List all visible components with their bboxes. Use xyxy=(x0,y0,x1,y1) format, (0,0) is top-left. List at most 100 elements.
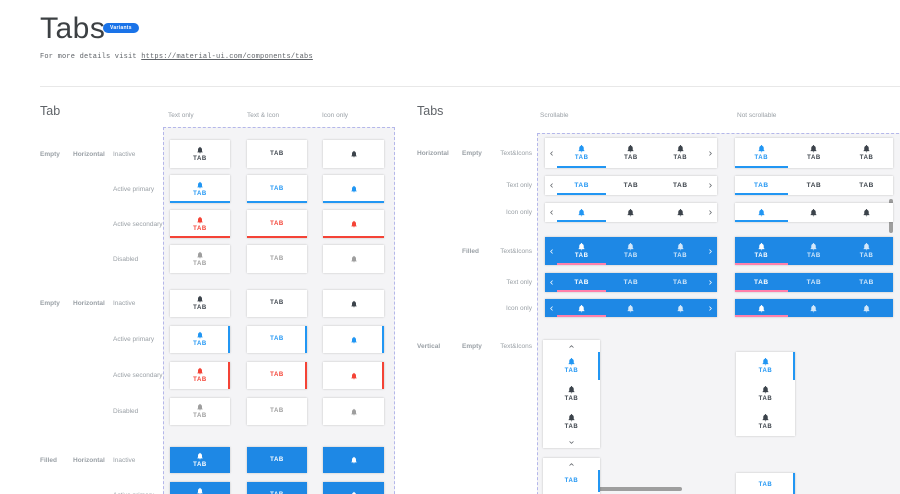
tab[interactable]: TAB xyxy=(170,482,230,494)
tab[interactable] xyxy=(323,362,384,389)
tab[interactable] xyxy=(323,140,384,168)
tab[interactable]: TAB xyxy=(247,245,307,273)
chevron-left-icon xyxy=(548,279,555,286)
horizontal-scrollbar-thumb[interactable] xyxy=(580,487,682,491)
scroll-up-button[interactable] xyxy=(543,340,600,352)
tab[interactable]: TAB xyxy=(170,362,230,389)
docs-link[interactable]: https://material-ui.com/components/tabs xyxy=(141,53,313,61)
scroll-right-button[interactable] xyxy=(705,203,717,222)
tab-label: TAB xyxy=(270,220,284,227)
tab[interactable]: TAB xyxy=(656,176,705,195)
tab[interactable]: TAB xyxy=(840,176,893,195)
bell-icon xyxy=(676,208,685,217)
tab[interactable]: TAB xyxy=(247,398,307,425)
tab[interactable]: TAB xyxy=(736,473,795,494)
tab[interactable] xyxy=(323,326,384,353)
tab[interactable]: TAB xyxy=(557,237,606,265)
bell-icon xyxy=(350,255,358,263)
tab[interactable]: TAB xyxy=(557,273,606,292)
tab[interactable]: TAB xyxy=(606,138,655,168)
tab[interactable] xyxy=(323,482,384,494)
tab[interactable]: TAB xyxy=(788,273,841,292)
scroll-right-button[interactable] xyxy=(705,176,717,195)
tab[interactable]: TAB xyxy=(170,175,230,203)
tab[interactable]: TAB xyxy=(170,140,230,168)
tab[interactable]: TAB xyxy=(735,176,788,195)
tab[interactable]: TAB xyxy=(170,210,230,238)
tab[interactable]: TAB xyxy=(606,176,655,195)
scroll-left-button[interactable] xyxy=(545,237,557,265)
tab-label: TAB xyxy=(806,279,822,286)
tab[interactable] xyxy=(323,447,384,473)
tab[interactable]: TAB xyxy=(170,398,230,425)
tab[interactable]: TAB xyxy=(656,273,705,292)
tab[interactable] xyxy=(323,245,384,273)
tab[interactable]: TAB xyxy=(247,326,307,353)
tab[interactable]: TAB xyxy=(735,237,788,265)
tab[interactable]: TAB xyxy=(840,138,893,168)
scroll-left-button[interactable] xyxy=(545,203,557,222)
scroll-left-button[interactable] xyxy=(545,273,557,292)
tab[interactable]: TAB xyxy=(557,176,606,195)
scroll-right-button[interactable] xyxy=(705,273,717,292)
tab[interactable]: TAB xyxy=(656,237,705,265)
scroll-left-button[interactable] xyxy=(545,299,557,317)
tab[interactable]: TAB xyxy=(656,138,705,168)
tab[interactable]: TAB xyxy=(788,176,841,195)
tab[interactable] xyxy=(735,299,788,317)
tab[interactable]: TAB xyxy=(170,447,230,473)
tab[interactable]: TAB xyxy=(736,352,795,380)
tab[interactable]: TAB xyxy=(247,140,307,168)
tab[interactable]: TAB xyxy=(736,380,795,408)
tab[interactable]: TAB xyxy=(736,408,795,436)
tab[interactable] xyxy=(323,398,384,425)
tab[interactable]: TAB xyxy=(543,408,600,436)
tab[interactable] xyxy=(788,203,841,222)
scroll-left-button[interactable] xyxy=(545,138,557,168)
tab[interactable]: TAB xyxy=(247,482,307,494)
tab[interactable] xyxy=(788,299,841,317)
tab[interactable]: TAB xyxy=(247,210,307,238)
tab[interactable]: TAB xyxy=(788,138,841,168)
tab[interactable]: TAB xyxy=(788,237,841,265)
tab[interactable] xyxy=(656,299,705,317)
scroll-down-button[interactable] xyxy=(543,436,600,448)
tab[interactable]: TAB xyxy=(247,362,307,389)
tab[interactable] xyxy=(557,203,606,222)
chevron-right-icon xyxy=(707,305,714,312)
tab[interactable] xyxy=(323,210,384,238)
tab[interactable]: TAB xyxy=(735,138,788,168)
scroll-right-button[interactable] xyxy=(705,237,717,265)
tab[interactable] xyxy=(840,299,893,317)
tab[interactable]: TAB xyxy=(170,245,230,273)
tab[interactable] xyxy=(606,203,655,222)
tab[interactable]: TAB xyxy=(247,447,307,473)
tab[interactable]: TAB xyxy=(840,273,893,292)
tab[interactable]: TAB xyxy=(543,380,600,408)
tab[interactable]: TAB xyxy=(840,237,893,265)
tab[interactable]: TAB xyxy=(170,290,230,317)
scroll-right-button[interactable] xyxy=(705,299,717,317)
tab[interactable]: TAB xyxy=(606,273,655,292)
scroll-left-button[interactable] xyxy=(545,176,557,195)
tab[interactable] xyxy=(606,299,655,317)
tab[interactable]: TAB xyxy=(247,290,307,317)
tab[interactable] xyxy=(557,299,606,317)
tab-indicator xyxy=(735,166,788,168)
tab[interactable]: TAB xyxy=(543,470,600,492)
tab[interactable]: TAB xyxy=(247,175,307,203)
tab[interactable] xyxy=(323,175,384,203)
tab[interactable]: TAB xyxy=(543,352,600,380)
tab[interactable] xyxy=(656,203,705,222)
tab[interactable]: TAB xyxy=(606,237,655,265)
scroll-up-button[interactable] xyxy=(543,458,600,470)
tab[interactable] xyxy=(323,290,384,317)
tab-indicator xyxy=(557,220,607,222)
tab[interactable] xyxy=(735,203,788,222)
tab[interactable] xyxy=(840,203,893,222)
tab[interactable]: TAB xyxy=(735,273,788,292)
scroll-right-button[interactable] xyxy=(705,138,717,168)
tab[interactable]: TAB xyxy=(170,326,230,353)
tab[interactable]: TAB xyxy=(557,138,606,168)
bell-icon xyxy=(567,357,576,366)
